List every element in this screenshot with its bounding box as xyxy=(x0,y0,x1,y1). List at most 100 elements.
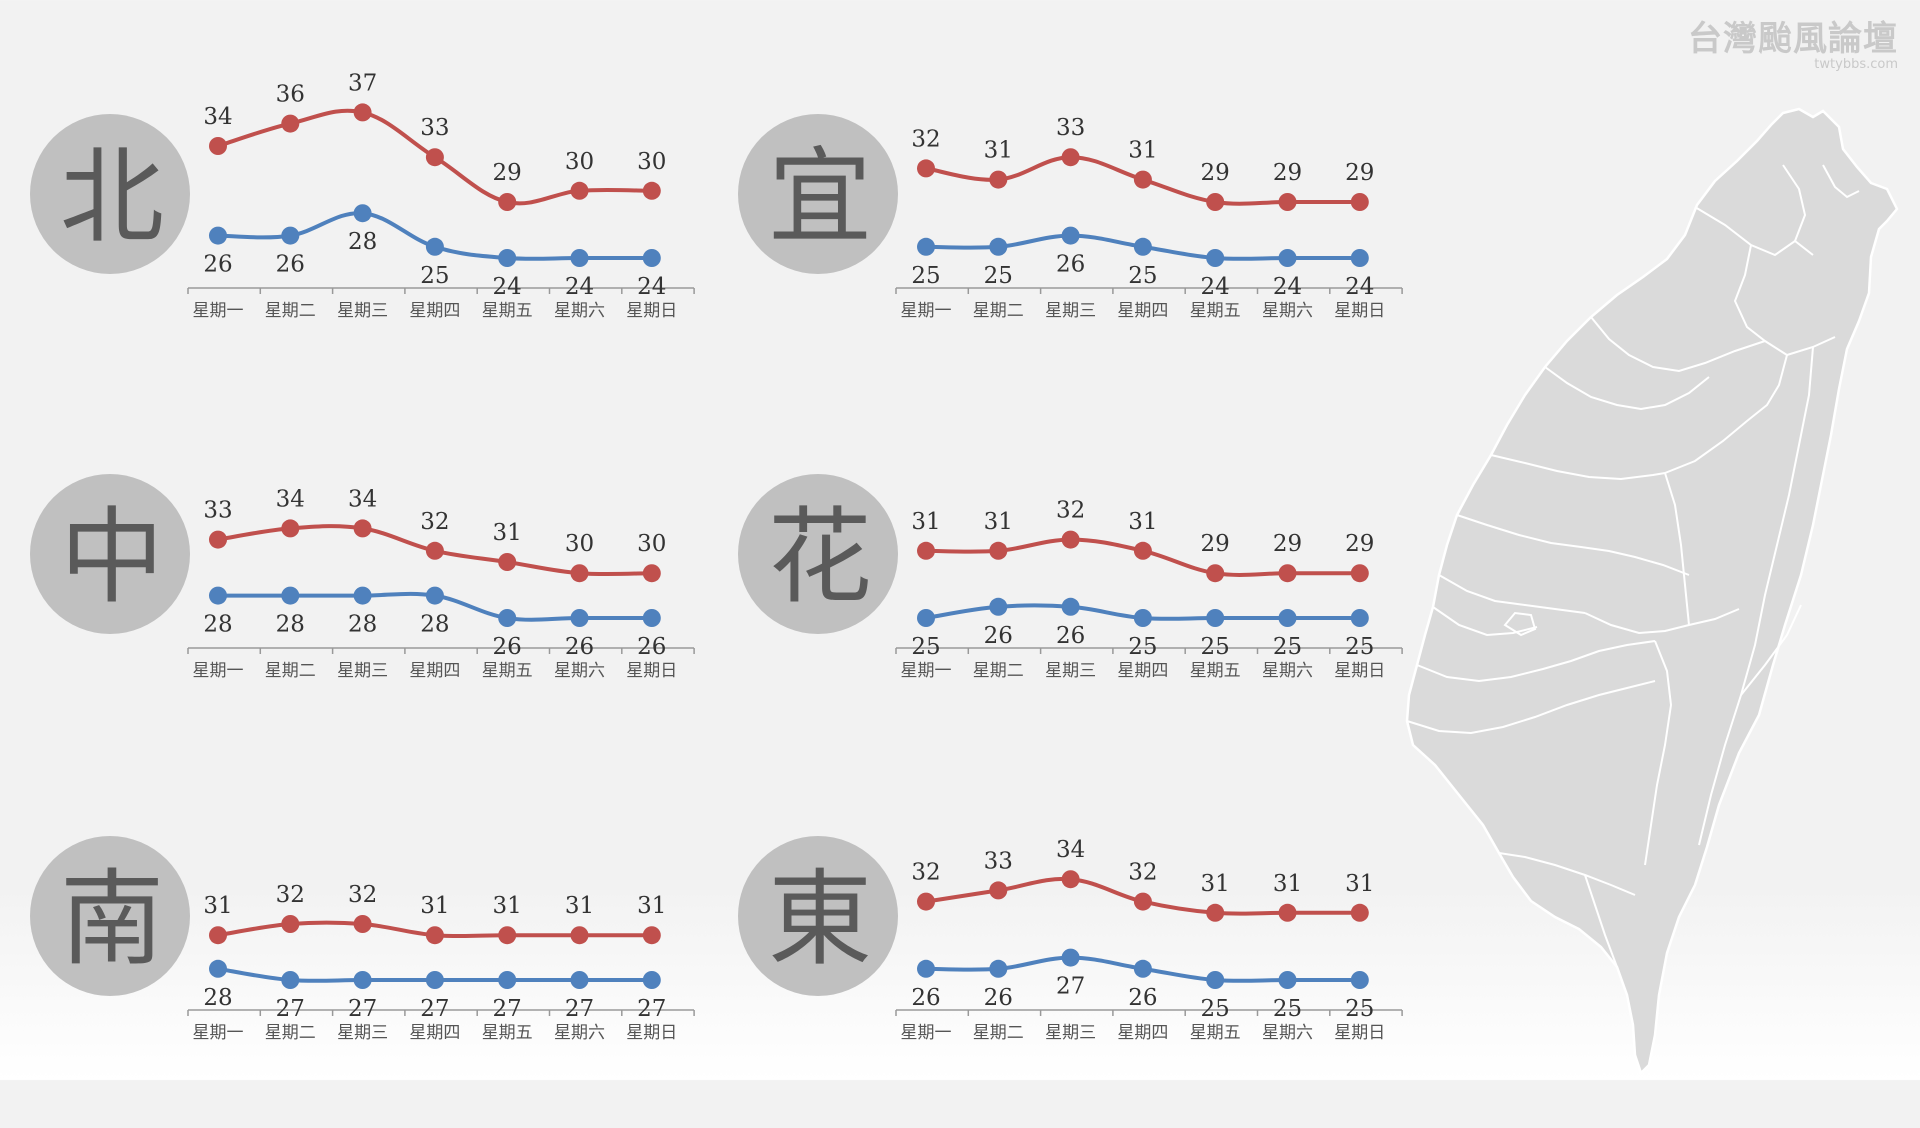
data-label: 32 xyxy=(1128,860,1157,886)
data-point xyxy=(989,541,1008,560)
x-tick-label: 星期二 xyxy=(973,1023,1024,1043)
x-tick-label: 星期日 xyxy=(626,661,677,681)
x-tick-label: 星期一 xyxy=(901,301,952,321)
region-badge: 中 xyxy=(30,474,190,634)
data-point xyxy=(989,881,1008,900)
data-point xyxy=(1133,959,1152,978)
data-label: 31 xyxy=(203,893,232,919)
data-point xyxy=(1278,193,1297,211)
data-label: 24 xyxy=(1273,274,1302,300)
line-chart: 星期一 星期二 星期三 星期四 星期五 星期六 星期日 32 33 34 32 31 31 31 26 26 2… xyxy=(895,837,1403,1043)
watermark: 台灣颱風論壇 twtybbs.com xyxy=(1688,22,1898,71)
data-point xyxy=(209,586,227,605)
data-label: 31 xyxy=(984,138,1013,164)
data-label: 27 xyxy=(348,996,377,1022)
data-point xyxy=(1133,892,1152,911)
data-label: 25 xyxy=(911,634,940,660)
data-label: 32 xyxy=(276,882,305,908)
data-point xyxy=(209,137,227,155)
panel-yilan: 宜 星期一 星期二 星期三 星期四 星期五 星期六 星期日 32 31 33 31 29 29 29 25 2… xyxy=(738,66,1438,406)
data-label: 33 xyxy=(420,115,449,141)
x-tick-label: 星期四 xyxy=(409,661,460,681)
data-label: 28 xyxy=(203,612,232,638)
data-point xyxy=(353,103,372,122)
data-label: 31 xyxy=(420,893,449,919)
data-label: 28 xyxy=(203,985,232,1011)
data-label: 24 xyxy=(493,274,522,300)
data-point xyxy=(642,971,661,989)
data-point xyxy=(1350,609,1369,627)
data-point xyxy=(989,959,1008,978)
region-badge: 南 xyxy=(30,836,190,996)
data-label: 30 xyxy=(565,149,594,175)
data-label: 30 xyxy=(637,531,666,557)
data-label: 26 xyxy=(1128,985,1157,1011)
x-tick-label: 星期日 xyxy=(1334,661,1385,681)
data-label: 28 xyxy=(420,612,449,638)
panel-central: 中 星期一 星期二 星期三 星期四 星期五 星期六 星期日 33 34 34 32 31 30 30 28 2… xyxy=(30,426,730,766)
data-label: 24 xyxy=(565,274,594,300)
line-chart: 星期一 星期二 星期三 星期四 星期五 星期六 星期日 34 36 37 33 29 30 30 26 26 2… xyxy=(187,70,695,321)
x-tick-label: 星期一 xyxy=(901,661,952,681)
data-point xyxy=(425,926,444,945)
data-point xyxy=(281,586,300,605)
data-label: 25 xyxy=(420,263,449,289)
data-label: 34 xyxy=(276,486,305,512)
data-label: 31 xyxy=(637,893,666,919)
x-tick-label: 星期一 xyxy=(193,661,244,681)
data-label: 24 xyxy=(637,274,666,300)
data-label: 26 xyxy=(493,634,522,660)
x-tick-label: 星期三 xyxy=(1045,661,1096,681)
data-label: 29 xyxy=(1273,531,1302,557)
data-point xyxy=(1061,226,1080,245)
data-label: 31 xyxy=(493,520,522,546)
data-label: 31 xyxy=(1128,138,1157,164)
data-point xyxy=(1278,903,1297,922)
data-point xyxy=(917,237,935,256)
panel-east: 東 星期一 星期二 星期三 星期四 星期五 星期六 星期日 32 33 34 32 31 31 31 26 2… xyxy=(738,788,1438,1128)
x-tick-label: 星期六 xyxy=(1262,301,1313,321)
data-label: 29 xyxy=(1273,160,1302,186)
x-tick-label: 星期五 xyxy=(482,1023,533,1043)
data-point xyxy=(209,926,227,945)
data-label: 26 xyxy=(637,634,666,660)
data-point xyxy=(353,971,372,989)
data-point xyxy=(642,249,661,267)
data-point xyxy=(989,597,1008,616)
x-tick-label: 星期五 xyxy=(482,661,533,681)
region-name: 花 xyxy=(767,496,872,618)
data-point xyxy=(353,204,372,223)
data-label: 32 xyxy=(420,509,449,535)
region-name: 南 xyxy=(59,858,164,980)
watermark-title: 台灣颱風論壇 xyxy=(1688,19,1898,59)
data-point xyxy=(498,249,517,267)
data-point xyxy=(1133,609,1152,627)
data-label: 25 xyxy=(1201,634,1230,660)
data-label: 25 xyxy=(1273,996,1302,1022)
x-tick-label: 星期五 xyxy=(1190,301,1241,321)
data-label: 25 xyxy=(1128,263,1157,289)
data-label: 24 xyxy=(1345,274,1374,300)
data-label: 25 xyxy=(1273,634,1302,660)
data-point xyxy=(281,519,300,538)
x-tick-label: 星期日 xyxy=(626,301,677,321)
data-point xyxy=(498,971,517,989)
region-name: 北 xyxy=(59,136,164,258)
line-chart: 星期一 星期二 星期三 星期四 星期五 星期六 星期日 32 31 33 31 29 29 29 25 25 2… xyxy=(895,115,1403,321)
region-name: 東 xyxy=(767,858,872,980)
x-tick-label: 星期六 xyxy=(554,301,605,321)
data-point xyxy=(642,926,661,945)
x-tick-label: 星期四 xyxy=(1117,301,1168,321)
data-label: 29 xyxy=(493,160,522,186)
data-label: 26 xyxy=(911,985,940,1011)
data-point xyxy=(642,564,661,583)
data-label: 32 xyxy=(1056,498,1085,524)
region-badge: 北 xyxy=(30,114,190,274)
data-point xyxy=(498,609,517,627)
data-point xyxy=(989,170,1008,189)
data-point xyxy=(1133,541,1152,560)
data-point xyxy=(353,586,372,605)
x-tick-label: 星期六 xyxy=(554,661,605,681)
x-tick-label: 星期三 xyxy=(337,661,388,681)
line-chart: 星期一 星期二 星期三 星期四 星期五 星期六 星期日 33 34 34 32 31 30 30 28 28 2… xyxy=(187,486,695,681)
